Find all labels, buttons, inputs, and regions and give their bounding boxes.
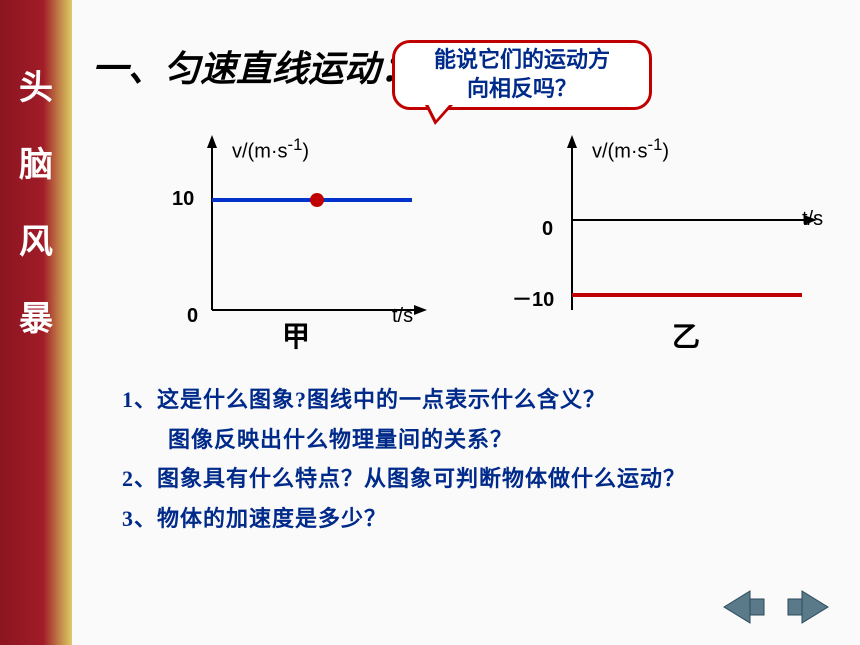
prev-button[interactable]: [722, 589, 766, 625]
chart-right-ytick: －10: [512, 283, 554, 312]
sidebar-char-1: 头: [19, 60, 53, 109]
question-3: 3、物体的加速度是多少？: [122, 499, 842, 539]
chart-right: v/(m·s-1) 0 －10 t/s 乙: [502, 130, 832, 345]
sidebar-char-3: 风: [19, 214, 53, 263]
chart-right-title: 乙: [672, 315, 700, 355]
chart-right-xlabel: t/s: [802, 208, 823, 231]
section-title: 一、匀速直线运动：: [92, 40, 416, 92]
callout-bubble: 能说它们的运动方 向相反吗？: [392, 40, 652, 110]
chart-left-origin: 0: [187, 305, 198, 328]
next-button[interactable]: [786, 589, 830, 625]
nav-buttons: [722, 589, 830, 625]
chart-left-title: 甲: [282, 315, 310, 355]
sidebar: 头 脑 风 暴: [0, 0, 72, 645]
chart-right-origin: 0: [542, 218, 553, 241]
callout-text: 能说它们的运动方 向相反吗？: [434, 46, 610, 103]
question-1b: 图像反映出什么物理量间的关系？: [122, 420, 842, 460]
charts: v/(m·s-1) 10 0 t/s 甲: [112, 130, 832, 360]
question-1a: 1、这是什么图象?图线中的一点表示什么含义？: [122, 380, 842, 420]
content-area: 一、匀速直线运动： 能说它们的运动方 向相反吗？: [72, 0, 860, 645]
questions: 1、这是什么图象?图线中的一点表示什么含义？ 图像反映出什么物理量间的关系？ 2…: [122, 380, 842, 538]
chart-left-xlabel: t/s: [392, 305, 413, 328]
chart-left: v/(m·s-1) 10 0 t/s 甲: [142, 130, 442, 345]
chart-right-ylabel: v/(m·s-1): [592, 135, 669, 164]
chart-left-ytick: 10: [172, 188, 194, 211]
sidebar-char-2: 脑: [19, 137, 53, 186]
callout-line2: 向相反吗？: [467, 76, 577, 101]
chart-left-ylabel: v/(m·s-1): [232, 135, 309, 164]
callout-line1: 能说它们的运动方: [434, 47, 610, 72]
sidebar-char-4: 暴: [19, 291, 53, 340]
question-2: 2、图象具有什么特点？从图象可判断物体做什么运动？: [122, 459, 842, 499]
